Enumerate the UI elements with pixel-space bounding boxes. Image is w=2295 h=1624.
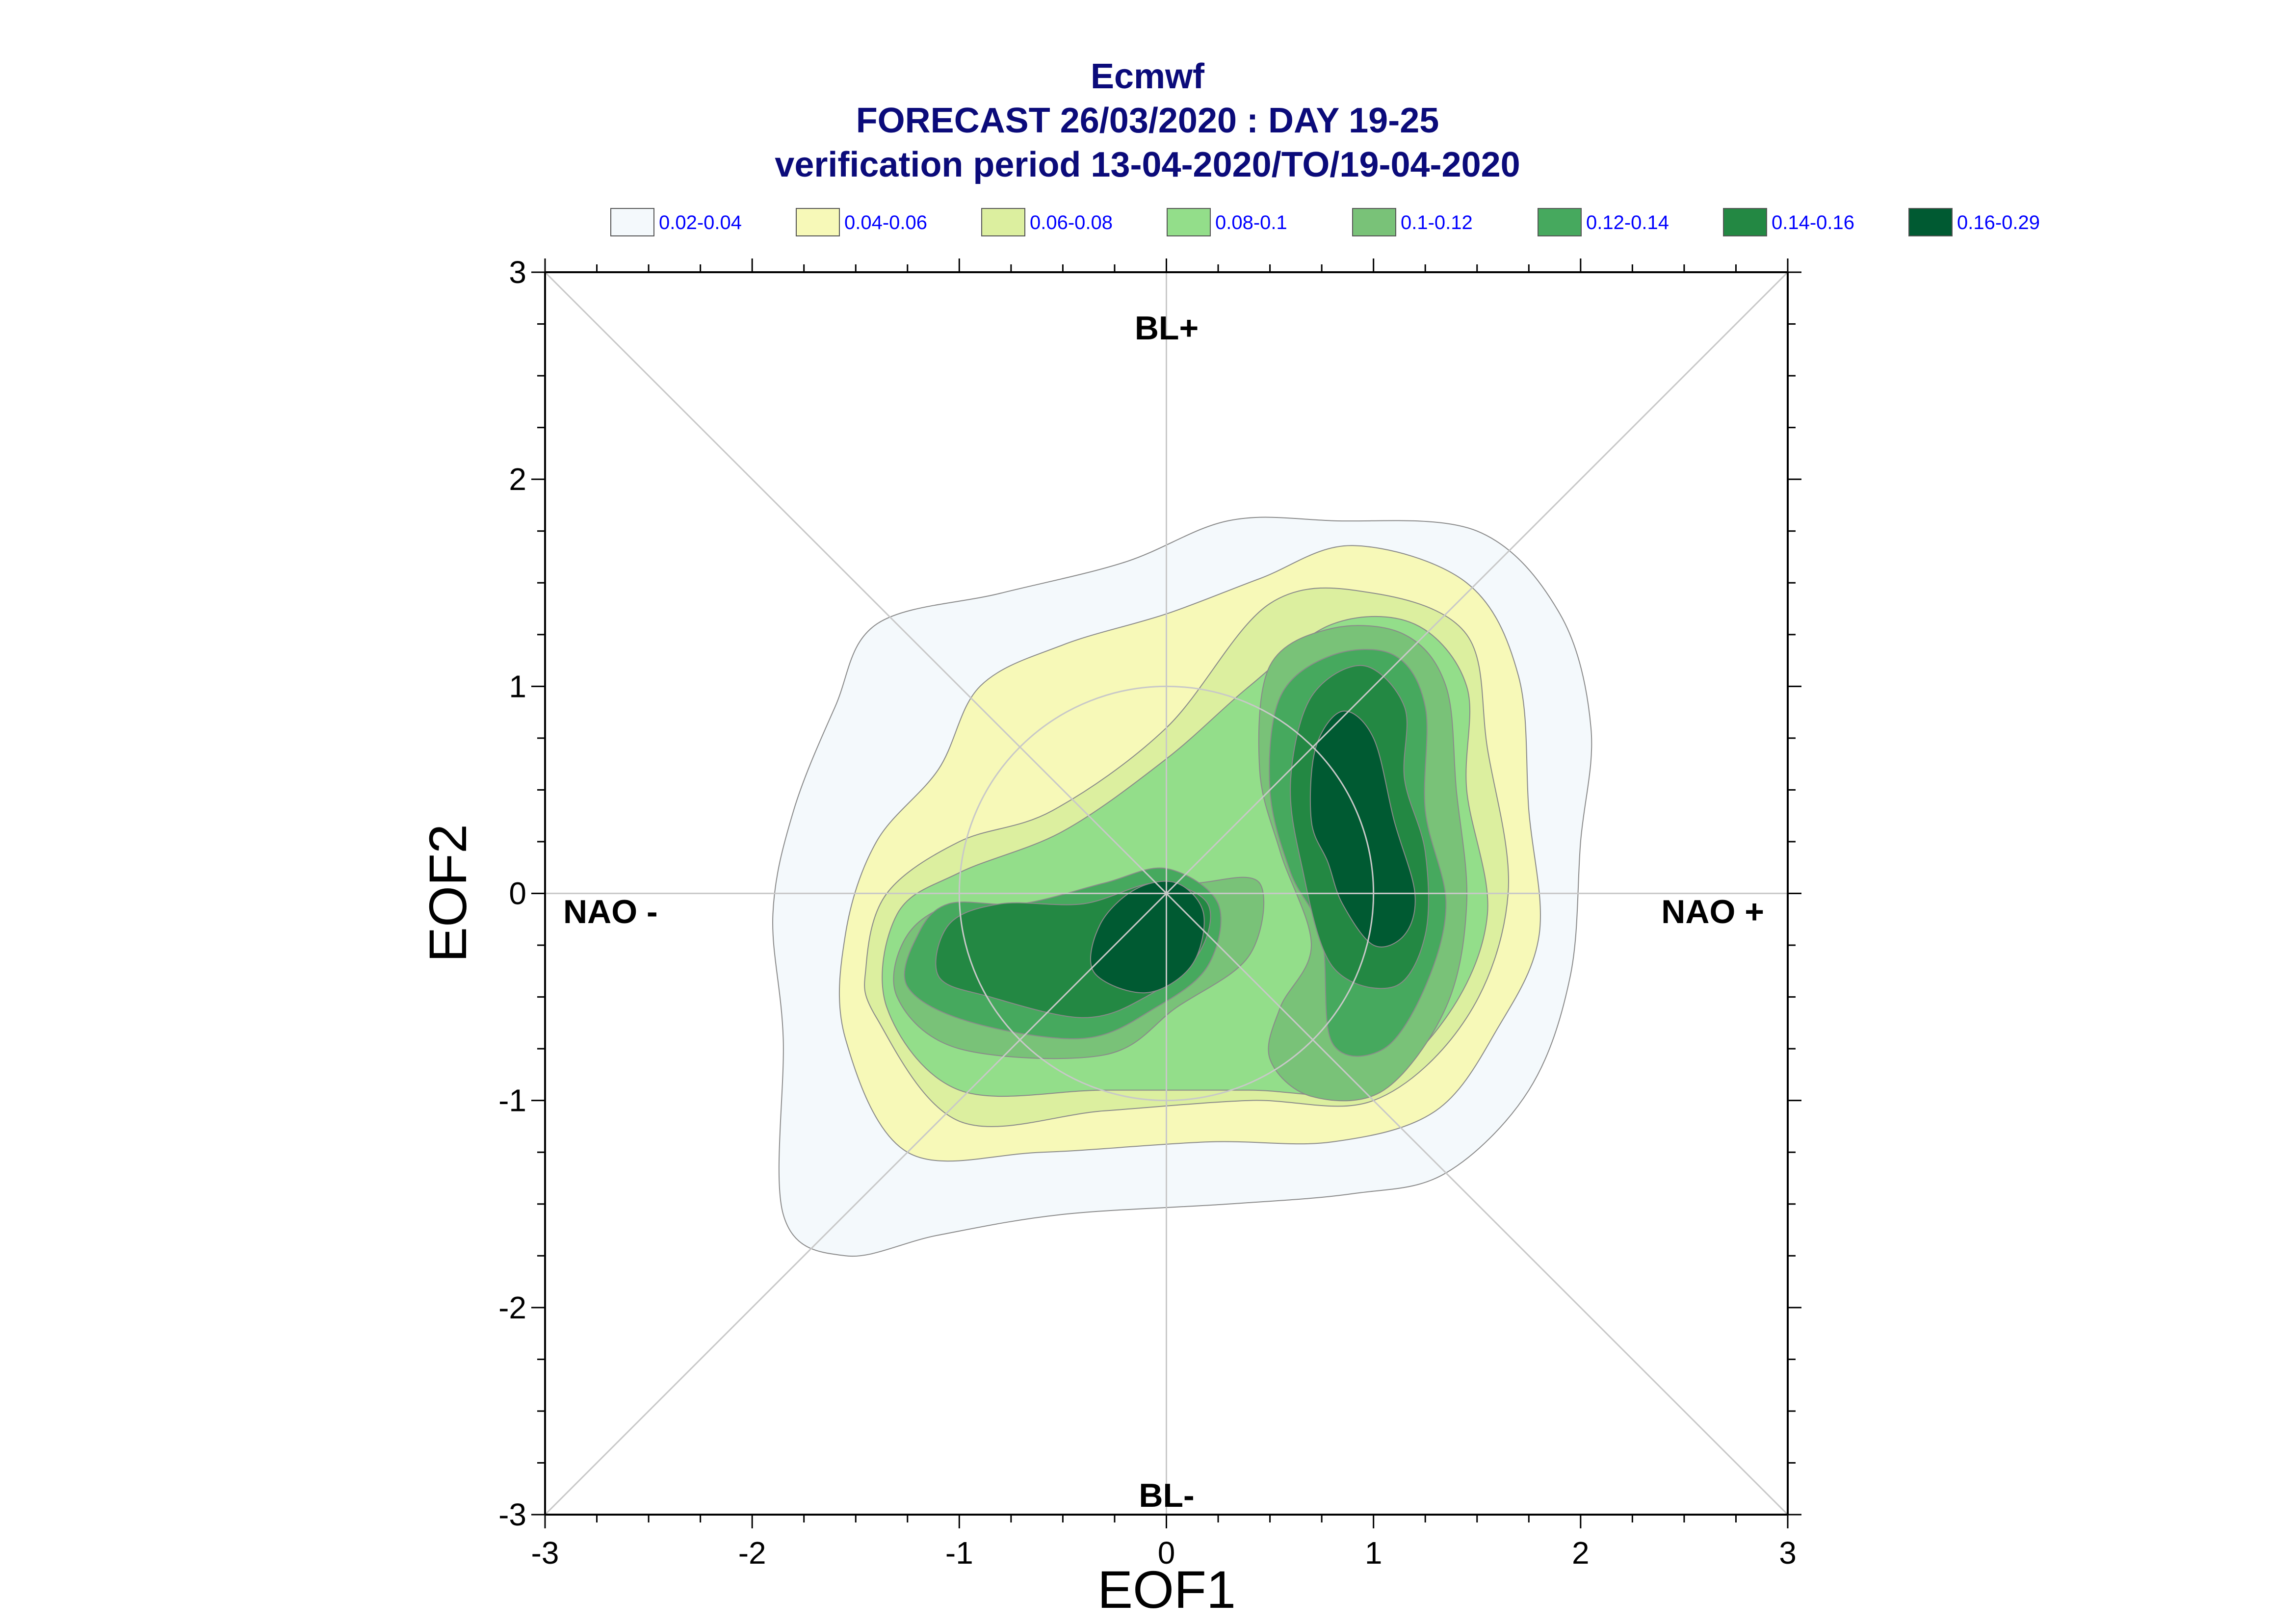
x-tick-label: 3 <box>1779 1535 1797 1571</box>
legend-swatch <box>796 208 840 236</box>
legend-label: 0.1-0.12 <box>1401 212 1473 233</box>
legend-swatch <box>1538 208 1582 236</box>
x-axis-label: EOF1 <box>1097 1560 1236 1619</box>
chart-subtitle-period: verification period 13-04-2020/TO/19-04-… <box>775 145 1520 184</box>
x-tick-label: -3 <box>531 1535 559 1571</box>
legend-label: 0.08-0.1 <box>1215 212 1287 233</box>
y-tick-label: -3 <box>498 1497 526 1532</box>
density-contours <box>772 516 1592 1257</box>
density-region-7-0 <box>1090 880 1205 994</box>
y-tick-label: 0 <box>509 876 526 911</box>
y-tick-label: -2 <box>498 1290 526 1325</box>
legend-label: 0.02-0.04 <box>659 212 742 233</box>
y-tick-label: 1 <box>509 669 526 704</box>
regime-label-nao-minus: NAO - <box>563 893 658 930</box>
y-axis-label: EOF2 <box>418 824 477 962</box>
legend-swatch <box>610 208 654 236</box>
regime-label-bl-minus: BL- <box>1139 1477 1194 1514</box>
legend-swatch <box>981 208 1025 236</box>
x-tick-label: -2 <box>738 1535 766 1571</box>
x-tick-label: 0 <box>1158 1535 1175 1571</box>
axis-ticks: -3 -2 -1 0 1 2 3 -3 -2 -1 0 1 2 3 <box>498 255 1801 1571</box>
legend-label: 0.14-0.16 <box>1772 212 1854 233</box>
x-tick-label: -1 <box>945 1535 973 1571</box>
y-tick-label: 2 <box>509 462 526 497</box>
chart-subtitle: FORECAST 26/03/2020 : DAY 19-25 <box>856 101 1439 140</box>
x-tick-label: 1 <box>1365 1535 1382 1571</box>
guide-unit-circle <box>958 685 1375 1102</box>
legend-swatch <box>1723 208 1767 236</box>
guide-diagonal-falling <box>544 271 1789 1516</box>
legend-swatch <box>1352 208 1396 236</box>
plot-area: -3 -2 -1 0 1 2 3 -3 -2 -1 0 1 2 3 <box>498 255 1801 1571</box>
y-tick-label: -1 <box>498 1083 526 1118</box>
legend-swatch <box>1908 208 1953 236</box>
legend-label: 0.04-0.06 <box>844 212 927 233</box>
legend-swatch <box>1167 208 1211 236</box>
legend-label: 0.12-0.14 <box>1586 212 1669 233</box>
regime-label-bl-plus: BL+ <box>1135 309 1199 347</box>
legend: 0.02-0.04 0.04-0.06 0.06-0.08 0.08-0.1 0.1-0… <box>610 208 2040 236</box>
legend-label: 0.06-0.08 <box>1030 212 1113 233</box>
legend-label: 0.16-0.29 <box>1957 212 2040 233</box>
chart-title: Ecmwf <box>1091 57 1205 96</box>
x-tick-label: 2 <box>1572 1535 1590 1571</box>
guide-lines <box>544 271 1789 1516</box>
regime-label-nao-plus: NAO + <box>1661 893 1764 930</box>
y-tick-label: 3 <box>509 255 526 290</box>
